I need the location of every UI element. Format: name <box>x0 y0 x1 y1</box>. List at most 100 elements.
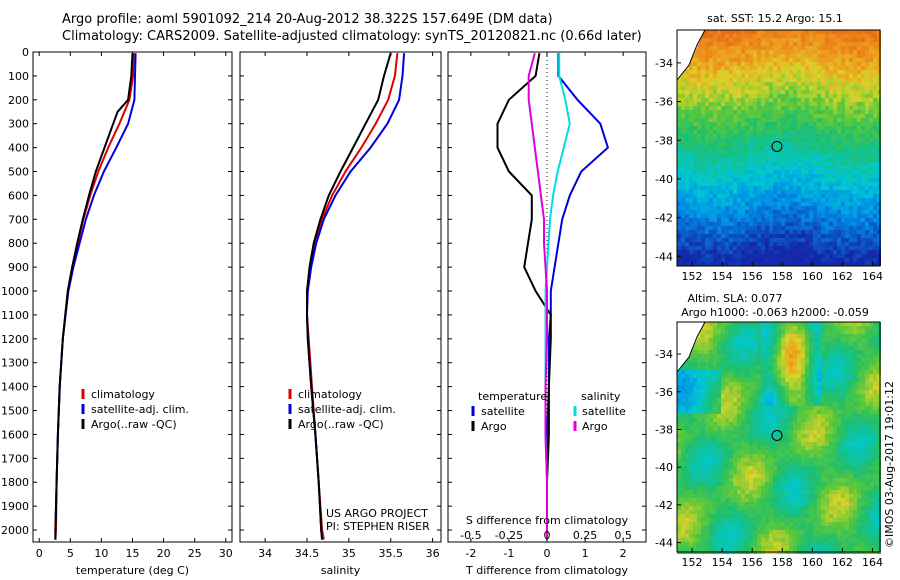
sla-map-cell <box>865 422 869 426</box>
sst-map-cell <box>813 178 817 182</box>
sla-map-cell <box>861 378 865 382</box>
sst-map-cell <box>797 30 801 34</box>
sst-map-cell <box>721 90 725 94</box>
sla-map-cell <box>841 358 845 362</box>
sst-map-cell <box>773 138 777 142</box>
sst-map-cell <box>817 226 821 230</box>
sst-map-cell <box>837 58 841 62</box>
sst-map-cell <box>693 238 697 242</box>
sst-map-cell <box>701 126 705 130</box>
sla-map-cell <box>817 438 821 442</box>
sla-map-cell <box>825 386 829 390</box>
sla-map-cell <box>765 446 769 450</box>
sst-map-cell <box>733 202 737 206</box>
sla-map-cell <box>709 422 713 426</box>
sst-map-cell <box>781 30 785 34</box>
sst-map-cell <box>789 142 793 146</box>
sla-map-cell <box>781 402 785 406</box>
x-tick-label: 35.5 <box>379 547 404 560</box>
sla-map-cell <box>801 330 805 334</box>
sla-map-cell <box>765 382 769 386</box>
sst-map-cell <box>717 118 721 122</box>
sst-map-cell <box>697 50 701 54</box>
sla-map-cell <box>789 342 793 346</box>
sla-map-cell <box>725 402 729 406</box>
sst-map-cell <box>705 182 709 186</box>
sst-map-cell <box>793 186 797 190</box>
sst-map-cell <box>857 242 861 246</box>
sla-map-cell <box>801 438 805 442</box>
sla-map-cell <box>785 450 789 454</box>
sst-map-cell <box>785 158 789 162</box>
sst-map-cell <box>745 178 749 182</box>
sst-map-cell <box>769 182 773 186</box>
sla-map-cell <box>869 446 873 450</box>
sst-map-cell <box>769 46 773 50</box>
x-tick-label-t: 0 <box>544 547 551 560</box>
sst-map-cell <box>877 82 881 86</box>
sst-map-cell <box>873 66 877 70</box>
sst-map-cell <box>761 90 765 94</box>
sst-map-cell <box>753 198 757 202</box>
sla-map-cell <box>837 358 841 362</box>
sst-map-cell <box>833 162 837 166</box>
sst-map-cell <box>809 38 813 42</box>
sla-map-cell <box>689 386 693 390</box>
sst-map-cell <box>749 118 753 122</box>
sst-map-cell <box>681 90 685 94</box>
sst-map-cell <box>729 94 733 98</box>
sst-map-cell <box>785 218 789 222</box>
sst-map-cell <box>789 210 793 214</box>
sst-map-cell <box>765 174 769 178</box>
sst-map-cell <box>873 222 877 226</box>
sst-map-cell <box>873 114 877 118</box>
sst-map-cell <box>697 170 701 174</box>
sst-map-cell <box>681 178 685 182</box>
sla-map-cell <box>833 446 837 450</box>
sla-map-cell <box>797 406 801 410</box>
sst-map-cell <box>785 38 789 42</box>
sst-map-cell <box>857 190 861 194</box>
sst-map-cell <box>817 186 821 190</box>
sla-map-cell <box>821 378 825 382</box>
sst-map-cell <box>833 182 837 186</box>
sst-map-cell <box>781 142 785 146</box>
sst-map-cell <box>753 154 757 158</box>
sst-map-cell <box>833 46 837 50</box>
sst-map-cell <box>873 150 877 154</box>
sla-map-cell <box>773 414 777 418</box>
sst-map-cell <box>709 42 713 46</box>
sst-map-cell <box>761 230 765 234</box>
sst-map-cell <box>833 34 837 38</box>
sla-map-cell <box>717 378 721 382</box>
sla-map-cell <box>797 354 801 358</box>
sst-map-cell <box>761 162 765 166</box>
sla-map-cell <box>789 366 793 370</box>
sst-map-cell <box>721 250 725 254</box>
sla-map-cell <box>869 322 873 326</box>
sst-map-cell <box>697 206 701 210</box>
sst-map-cell <box>717 62 721 66</box>
sst-map-cell <box>697 126 701 130</box>
sla-map-cell <box>781 338 785 342</box>
sst-map-cell <box>737 86 741 90</box>
sst-map-cell <box>757 126 761 130</box>
sst-map-cell <box>873 50 877 54</box>
sla-map-cell <box>825 406 829 410</box>
sst-map-cell <box>693 126 697 130</box>
sst-map-cell <box>689 158 693 162</box>
sla-map-cell <box>837 322 841 326</box>
sla-map-cell <box>805 450 809 454</box>
sla-map-cell <box>849 346 853 350</box>
sst-map-cell <box>817 262 821 266</box>
sst-map-cell <box>693 154 697 158</box>
sla-map-cell <box>729 402 733 406</box>
sst-map-cell <box>761 254 765 258</box>
sla-map-cell <box>789 370 793 374</box>
sst-map-cell <box>677 194 681 198</box>
sla-map-cell <box>693 430 697 434</box>
panel-frame-salinity <box>239 51 442 543</box>
sst-map-cell <box>821 122 825 126</box>
sst-map-cell <box>769 86 773 90</box>
sst-map-cell <box>857 82 861 86</box>
